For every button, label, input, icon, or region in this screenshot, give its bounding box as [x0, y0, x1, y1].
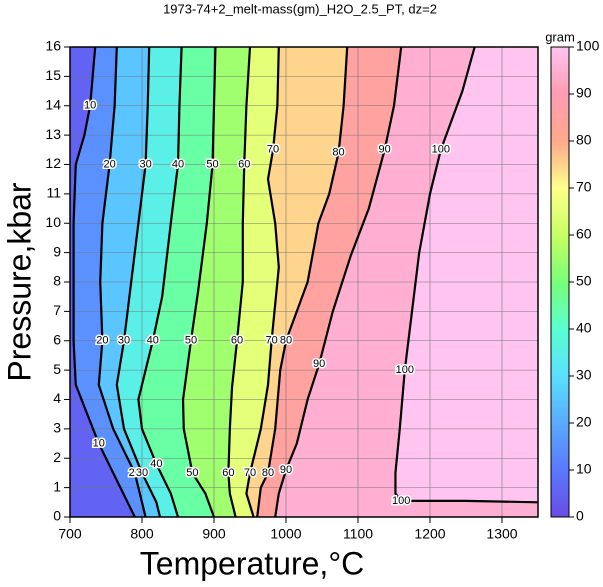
y-tick-label: 0 — [53, 508, 61, 524]
contour-label: 80 — [280, 335, 292, 347]
y-tick-label: 9 — [53, 243, 61, 259]
colorbar-tick-label: 50 — [576, 273, 592, 289]
y-tick-label: 16 — [45, 38, 61, 54]
contour-fill — [395, 47, 538, 503]
contour-line — [274, 47, 403, 517]
y-tick-label: 7 — [53, 302, 61, 318]
contour-label: 50 — [206, 158, 218, 170]
colorbar-tick-label: 0 — [576, 508, 584, 524]
contour-label: 80 — [332, 147, 344, 159]
colorbar-tick-label: 30 — [576, 367, 592, 383]
contour-label: 60 — [222, 467, 234, 479]
contour-line — [115, 47, 162, 517]
contour-label: 30 — [118, 335, 130, 347]
y-tick-label: 8 — [53, 273, 61, 289]
contour-label: 20 — [103, 158, 115, 170]
contour-label: 70 — [265, 335, 277, 347]
contour-label: 50 — [186, 467, 198, 479]
contour-label: 40 — [172, 158, 184, 170]
contour-line — [256, 47, 349, 517]
y-axis-label: Pressure,kbar — [1, 182, 37, 382]
contour-label: 100 — [432, 144, 450, 156]
contour-label: 20 — [129, 467, 141, 479]
contour-line — [245, 47, 280, 517]
contour-lines — [72, 47, 538, 517]
colorbar-tick-label: 80 — [576, 132, 592, 148]
colorbar-tick-label: 100 — [576, 38, 600, 54]
y-tick-label: 1 — [53, 478, 61, 494]
contour-label: 100 — [392, 495, 410, 507]
contour-label: 60 — [238, 158, 250, 170]
contour-label: 90 — [280, 464, 292, 476]
x-tick-label: 800 — [130, 526, 154, 542]
axes: 700 800 900 1000 1100 1200 1300012345678910111… — [45, 38, 599, 542]
contour-line — [72, 47, 136, 517]
contour-label: 90 — [379, 144, 391, 156]
contour-line — [181, 47, 217, 517]
y-tick-label: 6 — [53, 331, 61, 347]
chart-title: 1973-74+2_melt-mass(gm)_H2O_2.5_PT, dz=2 — [163, 1, 437, 16]
contour-line — [394, 47, 538, 504]
contour-line — [97, 47, 147, 517]
contour-label: 30 — [136, 467, 148, 479]
y-tick-label: 5 — [53, 361, 61, 377]
contour-label: 50 — [185, 335, 197, 347]
y-tick-label: 13 — [45, 126, 61, 142]
fills — [70, 47, 538, 517]
colorbar-tick-label: 20 — [576, 414, 592, 430]
colorbar — [550, 46, 570, 518]
colorbar-tick-label: 90 — [576, 85, 592, 101]
contour-label: 80 — [262, 467, 274, 479]
contour-label: 30 — [139, 158, 151, 170]
contour-label: 40 — [150, 458, 162, 470]
colorbar-tick-label: 10 — [576, 461, 592, 477]
y-tick-label: 2 — [53, 449, 61, 465]
contour-label: 10 — [93, 437, 105, 449]
x-tick-label: 900 — [202, 526, 226, 542]
y-tick-label: 3 — [53, 420, 61, 436]
colorbar-tick-label: 70 — [576, 179, 592, 195]
y-tick-label: 15 — [45, 67, 61, 83]
y-tick-label: 14 — [45, 96, 61, 112]
plot-frame — [69, 46, 539, 518]
contour-label: 60 — [231, 335, 243, 347]
contour-label: 20 — [96, 335, 108, 347]
x-tick-label: 1200 — [414, 526, 445, 542]
contour-label: 100 — [396, 364, 414, 376]
contour-line — [227, 47, 252, 517]
y-tick-label: 10 — [45, 214, 61, 230]
contour-label: 70 — [244, 467, 256, 479]
contour-label: 10 — [84, 100, 96, 112]
x-tick-label: 1100 — [343, 526, 373, 542]
colorbar-tick-label: 60 — [576, 226, 592, 242]
colorbar-tick-label: 40 — [576, 320, 592, 336]
x-tick-label: 700 — [58, 526, 82, 542]
x-tick-label: 1300 — [486, 526, 517, 542]
contour-label: 70 — [267, 144, 279, 156]
x-tick-label: 1000 — [270, 526, 301, 542]
y-tick-label: 11 — [46, 185, 61, 201]
contour-labels: 1010202020303030404040505050606060707070… — [83, 98, 452, 508]
x-axis-label: Temperature,°C — [140, 545, 364, 581]
y-tick-label: 12 — [45, 155, 61, 171]
y-tick-label: 4 — [53, 390, 61, 406]
contour-label: 90 — [313, 358, 325, 370]
colorbar-label: gram — [545, 29, 575, 44]
contour-line — [137, 47, 183, 517]
contour-label: 40 — [147, 335, 159, 347]
